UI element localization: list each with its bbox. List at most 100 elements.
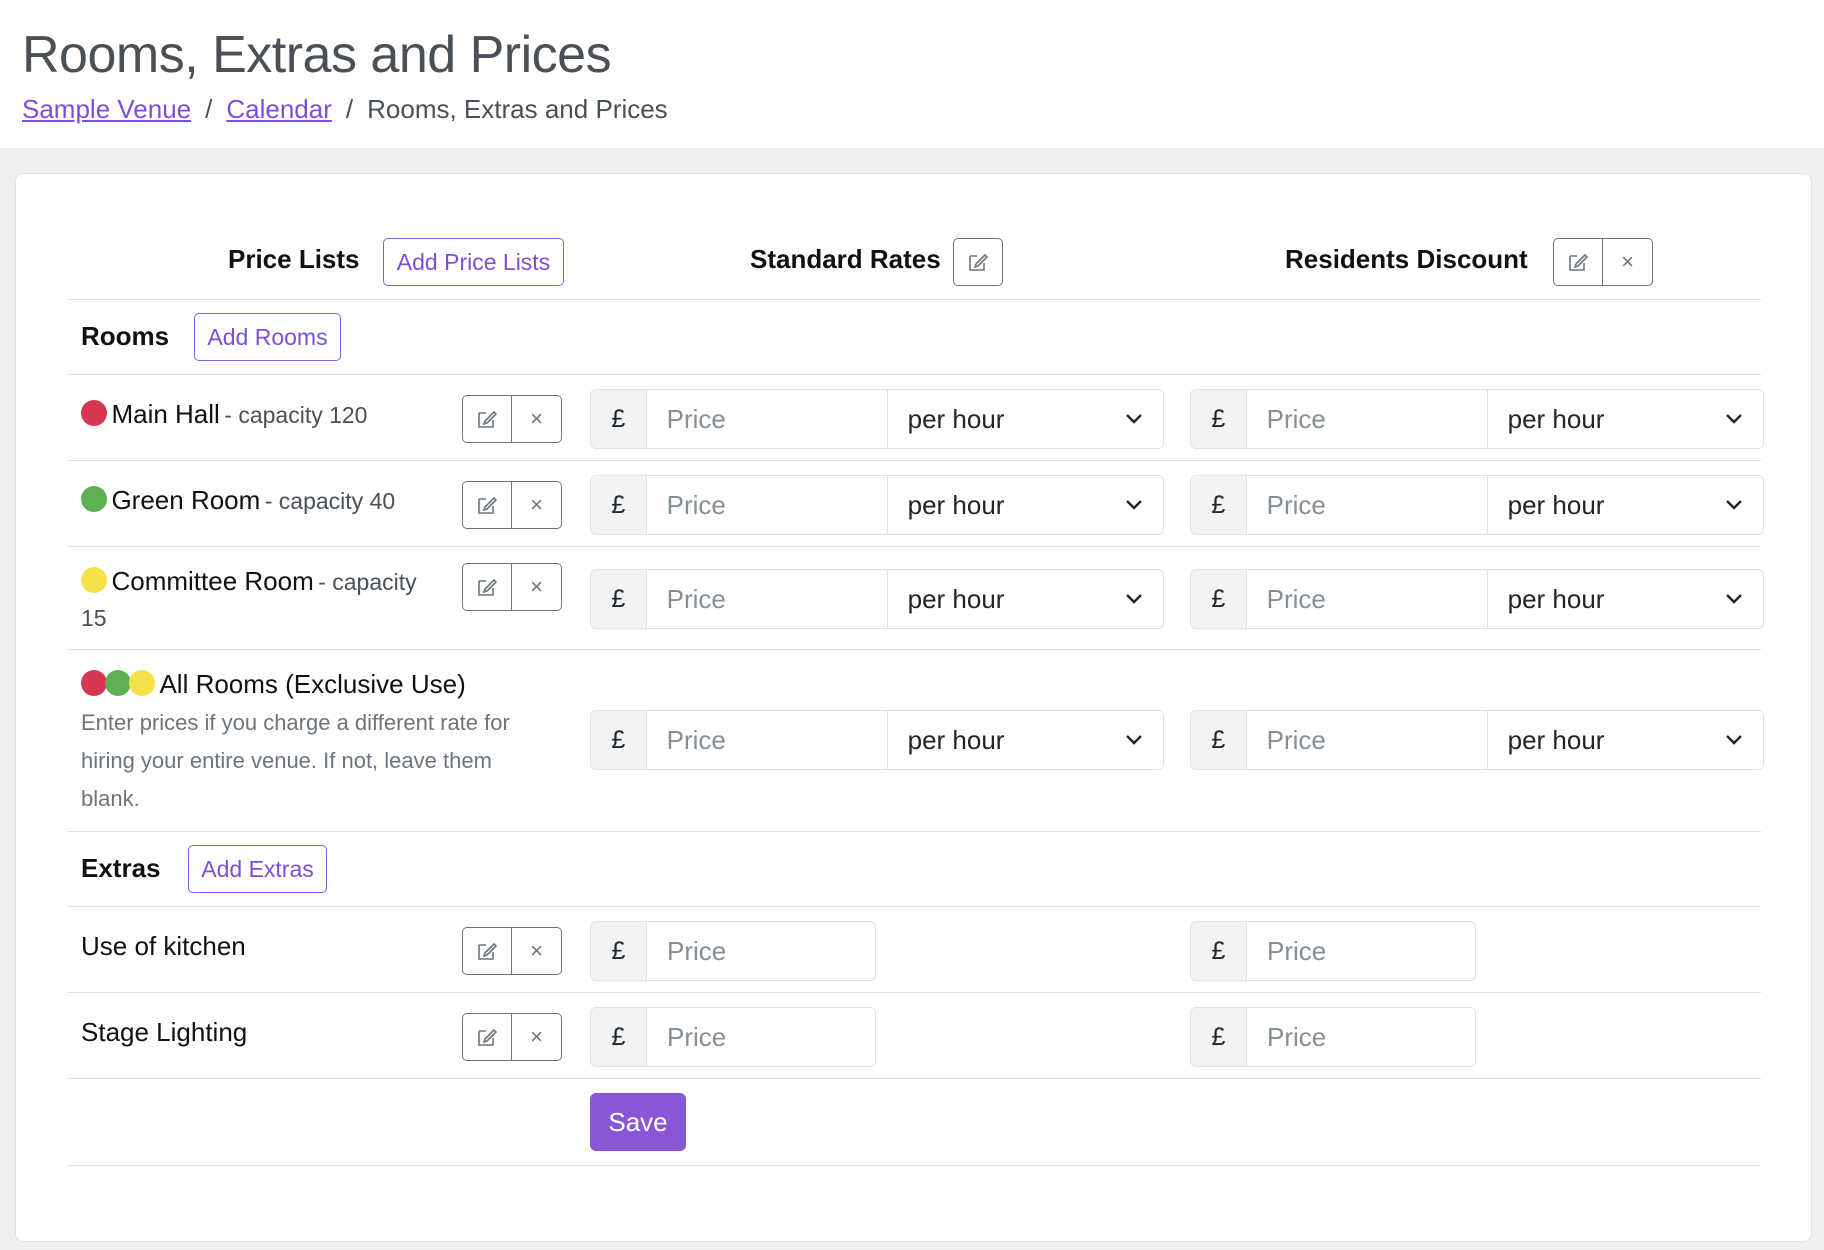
room-color-dot xyxy=(81,486,107,512)
standard-price-group: £ per hour xyxy=(590,710,1164,770)
currency-symbol: £ xyxy=(591,390,647,448)
edit-extra-button[interactable] xyxy=(462,1013,512,1061)
period-select[interactable]: per hour xyxy=(886,711,1163,769)
room-row-committee-room: Committee Room - capacity 15 × £ per hou… xyxy=(67,547,1764,650)
close-icon: × xyxy=(530,492,543,517)
edit-extra-button[interactable] xyxy=(462,927,512,975)
period-select-value: per hour xyxy=(1507,403,1605,434)
currency-symbol: £ xyxy=(1191,476,1247,534)
price-list-name-standard-rates: Standard Rates xyxy=(750,244,941,274)
edit-icon xyxy=(478,1028,498,1046)
period-select[interactable]: per hour xyxy=(1486,570,1763,628)
close-icon: × xyxy=(1621,249,1634,274)
period-select-value: per hour xyxy=(907,403,1005,434)
room-color-dot xyxy=(105,670,131,696)
chevron-down-icon xyxy=(1126,414,1142,424)
add-price-lists-button[interactable]: Add Price Lists xyxy=(383,238,564,286)
standard-price-group: £ per hour xyxy=(590,475,1164,535)
delete-extra-button[interactable]: × xyxy=(512,1013,562,1061)
room-name: All Rooms (Exclusive Use) xyxy=(159,669,466,699)
residents-price-group: £ xyxy=(1190,921,1476,981)
chevron-down-icon xyxy=(1726,594,1742,604)
period-select-value: per hour xyxy=(907,724,1005,755)
residents-price-group: £ per hour xyxy=(1190,389,1764,449)
currency-symbol: £ xyxy=(591,1008,647,1066)
delete-room-button[interactable]: × xyxy=(512,395,562,443)
currency-symbol: £ xyxy=(1191,922,1247,980)
price-input[interactable] xyxy=(1246,570,1487,628)
period-select[interactable]: per hour xyxy=(1486,476,1763,534)
edit-standard-rates-button[interactable] xyxy=(953,238,1003,286)
price-lists-heading: Price Lists xyxy=(228,244,360,274)
price-input[interactable] xyxy=(646,570,887,628)
delete-room-button[interactable]: × xyxy=(512,563,562,611)
period-select[interactable]: per hour xyxy=(886,570,1163,628)
room-capacity: - capacity 120 xyxy=(224,402,368,428)
extra-row-use-of-kitchen: Use of kitchen × £ £ xyxy=(67,907,1761,993)
delete-room-button[interactable]: × xyxy=(512,481,562,529)
price-input[interactable] xyxy=(1246,711,1487,769)
room-color-dot xyxy=(81,670,107,696)
edit-icon xyxy=(478,410,498,428)
add-extras-button[interactable]: Add Extras xyxy=(188,845,327,893)
currency-symbol: £ xyxy=(591,570,647,628)
period-select[interactable]: per hour xyxy=(886,476,1163,534)
close-icon: × xyxy=(530,1024,543,1049)
price-input[interactable] xyxy=(647,1008,875,1066)
room-name: Green Room xyxy=(111,485,261,515)
price-input[interactable] xyxy=(646,390,887,448)
currency-symbol: £ xyxy=(1191,570,1247,628)
edit-residents-discount-button[interactable] xyxy=(1553,238,1603,286)
chevron-down-icon xyxy=(1726,500,1742,510)
close-icon: × xyxy=(530,938,543,963)
price-input[interactable] xyxy=(1247,922,1475,980)
edit-icon xyxy=(478,496,498,514)
standard-price-group: £ per hour xyxy=(590,569,1164,629)
price-input[interactable] xyxy=(1246,390,1487,448)
extra-row-stage-lighting: Stage Lighting × £ £ xyxy=(67,993,1761,1079)
room-row-green-room: Green Room - capacity 40 × £ per hour £ … xyxy=(67,461,1764,547)
residents-price-group: £ per hour xyxy=(1190,475,1764,535)
delete-residents-discount-button[interactable]: × xyxy=(1603,238,1653,286)
period-select-value: per hour xyxy=(907,489,1005,520)
room-color-dot xyxy=(129,670,155,696)
edit-room-button[interactable] xyxy=(462,395,512,443)
price-input[interactable] xyxy=(646,476,887,534)
save-row: Save xyxy=(67,1079,1761,1166)
save-button[interactable]: Save xyxy=(590,1093,686,1151)
period-select[interactable]: per hour xyxy=(1486,711,1763,769)
breadcrumb: Sample Venue / Calendar / Rooms, Extras … xyxy=(22,94,1802,125)
currency-symbol: £ xyxy=(591,711,647,769)
room-color-dot xyxy=(81,567,107,593)
price-input[interactable] xyxy=(1247,1008,1475,1066)
delete-extra-button[interactable]: × xyxy=(512,927,562,975)
edit-icon xyxy=(969,253,989,271)
breadcrumb-link-calendar[interactable]: Calendar xyxy=(226,94,332,124)
currency-symbol: £ xyxy=(591,476,647,534)
currency-symbol: £ xyxy=(591,922,647,980)
price-input[interactable] xyxy=(647,922,875,980)
extra-name: Use of kitchen xyxy=(81,931,246,961)
room-capacity: - capacity xyxy=(318,569,417,595)
price-input[interactable] xyxy=(1246,476,1487,534)
period-select[interactable]: per hour xyxy=(1486,390,1763,448)
period-select-value: per hour xyxy=(1507,489,1605,520)
extras-section-row: Extras Add Extras xyxy=(67,832,1761,907)
close-icon: × xyxy=(530,574,543,599)
currency-symbol: £ xyxy=(1191,711,1247,769)
add-rooms-button[interactable]: Add Rooms xyxy=(194,313,341,361)
chevron-down-icon xyxy=(1126,594,1142,604)
standard-price-group: £ xyxy=(590,1007,876,1067)
breadcrumb-link-venue[interactable]: Sample Venue xyxy=(22,94,192,124)
edit-room-button[interactable] xyxy=(462,481,512,529)
room-name: Committee Room xyxy=(111,566,314,596)
room-row-all-rooms: All Rooms (Exclusive Use) Enter prices i… xyxy=(67,650,1764,832)
price-lists-header-row: Price Lists Add Price Lists Standard Rat… xyxy=(67,174,1761,300)
room-color-dot xyxy=(81,400,107,426)
edit-room-button[interactable] xyxy=(462,563,512,611)
period-select[interactable]: per hour xyxy=(886,390,1163,448)
residents-price-group: £ per hour xyxy=(1190,710,1764,770)
price-input[interactable] xyxy=(646,711,887,769)
chevron-down-icon xyxy=(1726,414,1742,424)
period-select-value: per hour xyxy=(1507,724,1605,755)
